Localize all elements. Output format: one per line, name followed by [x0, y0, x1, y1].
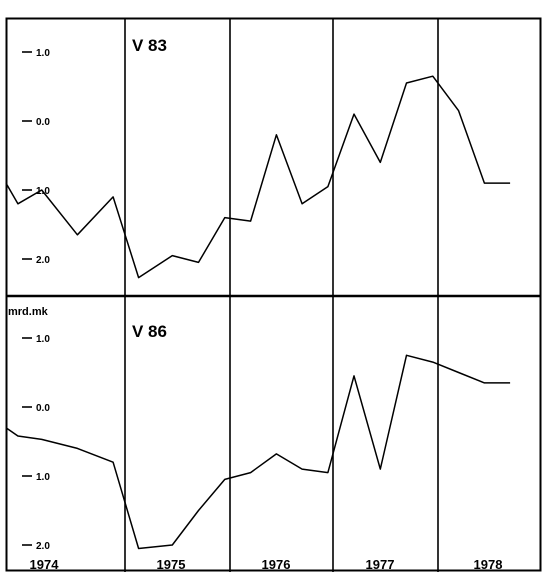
chart-frame — [5, 17, 542, 572]
y-tick-label: 0.0 — [36, 403, 50, 414]
y-axis-label: mrd.mk — [8, 306, 49, 318]
panel-title: V 86 — [132, 322, 167, 341]
x-tick-label: 1977 — [366, 557, 395, 572]
x-tick-label: 1974 — [30, 557, 60, 572]
y-tick-label: 1.0 — [36, 472, 50, 483]
y-tick-label: 2.0 — [36, 255, 50, 266]
y-tick-label: 2.0 — [36, 541, 50, 552]
x-tick-label: 1975 — [157, 557, 186, 572]
x-tick-label: 1978 — [474, 557, 503, 572]
y-tick-label: 1.0 — [36, 334, 50, 345]
series-line — [5, 354, 511, 550]
panel-1: 1.00.01.02.0V 83 — [5, 36, 511, 279]
panel-2: 1.0 0.0 1.0 2.0 V 86 mrd.mk — [5, 306, 511, 552]
panel-title: V 83 — [132, 36, 167, 55]
series-line — [5, 75, 511, 279]
x-tick-label: 1976 — [262, 557, 291, 572]
y-tick-label: 0.0 — [36, 117, 50, 128]
y-tick-label: 1.0 — [36, 48, 50, 59]
